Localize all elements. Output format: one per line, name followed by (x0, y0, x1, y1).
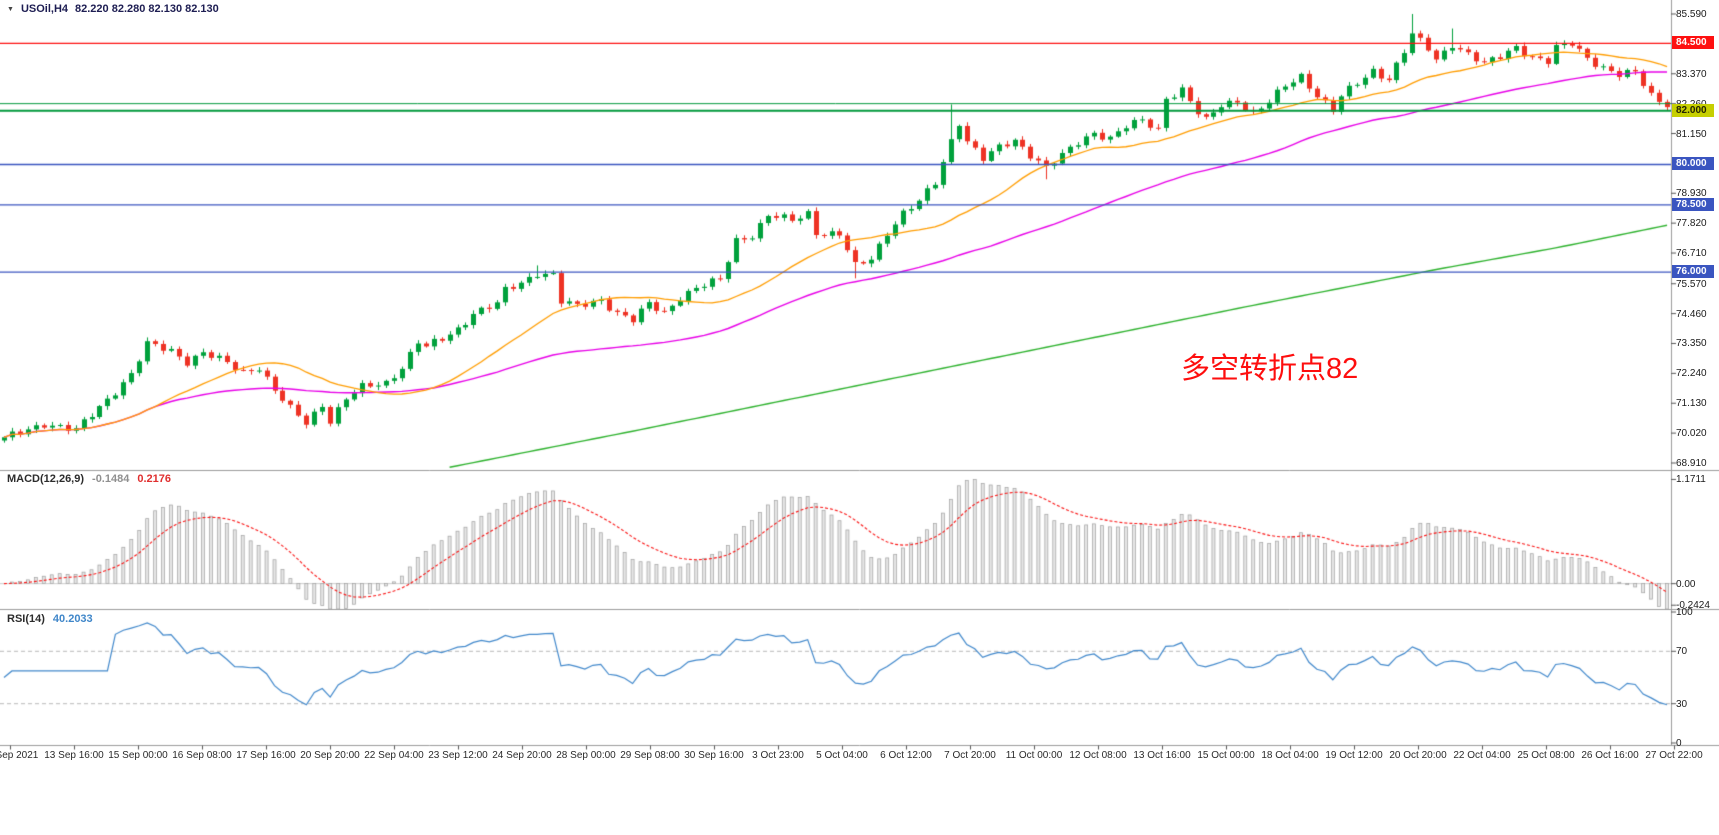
rsi-axis-label: 70 (1676, 646, 1688, 658)
time-axis-label: 30 Sep 16:00 (684, 750, 744, 761)
time-axis-label: 10 Sep 2021 (0, 750, 39, 761)
macd-axis-label: 0.00 (1676, 578, 1696, 590)
time-axis-label: 22 Sep 04:00 (364, 750, 424, 761)
time-axis-label: 17 Sep 16:00 (236, 750, 296, 761)
rsi-indicator-label: RSI(14) 40.2033 (7, 613, 93, 625)
time-axis-label: 6 Oct 12:00 (880, 750, 932, 761)
price-axis-label: 78.930 (1676, 188, 1707, 200)
rsi-axis-label: 100 (1676, 607, 1693, 618)
time-axis-label: 25 Oct 08:00 (1517, 750, 1575, 761)
price-axis-label: 72.240 (1676, 368, 1707, 380)
price-axis-label: 85.590 (1676, 8, 1707, 20)
price-axis-label: 75.570 (1676, 278, 1707, 290)
macd-indicator-label: MACD(12,26,9) -0.1484 0.2176 (7, 473, 171, 485)
time-axis-label: 3 Oct 23:00 (752, 750, 804, 761)
chart-title: ▼ USOil,H4 82.220 82.280 82.130 82.130 (7, 3, 219, 15)
rsi-value: 40.2033 (52, 613, 93, 625)
price-level-tag[interactable]: 76.000 (1672, 265, 1714, 279)
time-axis-label: 27 Oct 22:00 (1645, 750, 1703, 761)
macd-signal-value: 0.2176 (137, 473, 171, 485)
price-level-tag[interactable]: 80.000 (1672, 157, 1714, 171)
annotation-text[interactable]: 多空转折点82 (1181, 353, 1359, 385)
price-axis-label: 74.460 (1676, 308, 1707, 320)
time-axis-label: 7 Oct 20:00 (944, 750, 996, 761)
time-axis-label: 24 Sep 20:00 (492, 750, 552, 761)
price-axis-label: 81.150 (1676, 128, 1707, 140)
time-axis-label: 19 Oct 12:00 (1325, 750, 1383, 761)
time-axis-label: 15 Oct 00:00 (1197, 750, 1255, 761)
time-axis-label: 28 Sep 00:00 (556, 750, 616, 761)
macd-axis-label: 1.1711 (1676, 474, 1706, 486)
time-axis-label: 16 Sep 08:00 (172, 750, 232, 761)
rsi-name: RSI(14) (7, 613, 45, 625)
symbol-timeframe-label: USOil,H4 (20, 3, 69, 15)
time-axis-label: 15 Sep 00:00 (108, 750, 168, 761)
price-axis-label: 73.350 (1676, 338, 1707, 350)
rsi-axis-label: 30 (1676, 698, 1688, 710)
time-axis-label: 23 Sep 12:00 (428, 750, 488, 761)
macd-axis-label: -0.2424 (1676, 600, 1710, 612)
time-axis-label: 22 Oct 04:00 (1453, 750, 1511, 761)
price-axis-label: 76.710 (1676, 248, 1707, 260)
time-axis-label: 29 Sep 08:00 (620, 750, 680, 761)
time-axis-label: 12 Oct 08:00 (1069, 750, 1127, 761)
price-axis-label: 83.370 (1676, 68, 1707, 80)
time-axis-label: 13 Oct 16:00 (1133, 750, 1191, 761)
price-axis-label: 71.130 (1676, 398, 1707, 410)
time-axis-label: 20 Sep 20:00 (300, 750, 360, 761)
price-axis-label: 77.820 (1676, 218, 1707, 230)
macd-name: MACD(12,26,9) (7, 473, 85, 485)
time-axis-label: 5 Oct 04:00 (816, 750, 868, 761)
time-axis-label: 20 Oct 20:00 (1389, 750, 1447, 761)
collapse-arrow-icon[interactable]: ▼ (7, 5, 14, 13)
time-axis-label: 18 Oct 04:00 (1261, 750, 1319, 761)
price-level-tag[interactable]: 84.500 (1672, 36, 1714, 50)
price-axis-label: 70.020 (1676, 428, 1707, 440)
price-axis-label: 68.910 (1676, 458, 1707, 469)
time-axis-label: 11 Oct 00:00 (1005, 750, 1063, 761)
price-level-tag[interactable]: 78.500 (1672, 197, 1714, 211)
ohlc-values: 82.220 82.280 82.130 82.130 (75, 3, 219, 15)
time-axis-label: 13 Sep 16:00 (44, 750, 104, 761)
macd-main-value: -0.1484 (92, 473, 130, 485)
time-axis-label: 26 Oct 16:00 (1581, 750, 1639, 761)
price-level-tag[interactable]: 82.000 (1672, 103, 1714, 117)
rsi-axis-label: 0 (1676, 738, 1682, 749)
